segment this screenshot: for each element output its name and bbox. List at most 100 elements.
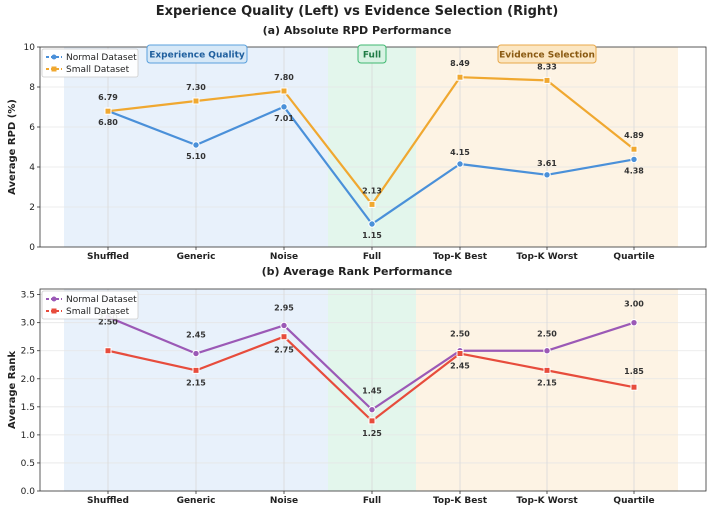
data-point <box>456 350 464 358</box>
data-label: 3.61 <box>537 159 557 168</box>
y-axis-label: Average RPD (%) <box>7 99 18 195</box>
data-label: 4.15 <box>450 148 470 157</box>
data-point <box>543 76 551 84</box>
x-tick-label: Generic <box>177 252 216 262</box>
y-tick-label: 2.0 <box>21 375 36 385</box>
legend-marker <box>51 308 57 314</box>
x-tick-label: Top-K Best <box>433 496 488 506</box>
data-label: 2.45 <box>450 362 470 371</box>
data-point <box>368 200 376 208</box>
x-tick-label: Noise <box>270 496 298 506</box>
data-label: 4.38 <box>624 166 644 175</box>
data-label: 1.45 <box>362 387 382 396</box>
data-label: 1.25 <box>362 429 382 438</box>
y-tick-label: 2 <box>29 203 35 213</box>
legend-box <box>41 290 139 320</box>
panel-rank: (b) Average Rank Performance 0.0 0.5 1.0 1.5… <box>7 265 707 506</box>
y-tick-label: 0.0 <box>21 487 36 497</box>
legend: Normal Dataset Small Dataset <box>41 48 139 78</box>
data-label: 2.15 <box>537 378 557 387</box>
x-tick-label: Generic <box>177 496 216 506</box>
y-tick-label: 6 <box>29 123 35 133</box>
data-label: 4.89 <box>624 131 644 140</box>
region-label-evidence-selection: Evidence Selection <box>497 44 597 64</box>
data-point <box>280 321 288 330</box>
data-point <box>104 347 112 355</box>
panel-title: (b) Average Rank Performance <box>262 265 453 278</box>
region-label-evidence-selection-text: Evidence Selection <box>499 51 595 61</box>
data-label: 2.50 <box>98 318 118 327</box>
data-label: 8.49 <box>450 59 470 68</box>
x-tick-label: Top-K Best <box>433 252 488 262</box>
data-label: 5.10 <box>186 152 206 161</box>
y-tick-label: 1.5 <box>21 403 35 413</box>
data-point <box>543 366 551 374</box>
x-tick-label: Quartile <box>613 496 654 506</box>
region-label-evidence-selection-box <box>497 44 597 64</box>
data-label: 2.15 <box>186 378 206 387</box>
y-tick-label: 3.5 <box>21 291 35 301</box>
y-tick-label: 10 <box>24 43 36 53</box>
data-label: 2.50 <box>450 330 470 339</box>
data-point <box>630 145 638 153</box>
legend-marker <box>51 66 57 72</box>
legend: Normal Dataset Small Dataset <box>41 290 139 320</box>
region-label-experience-quality: Experience Quality <box>146 44 248 64</box>
data-label: 7.80 <box>274 73 294 82</box>
data-point <box>630 155 638 164</box>
data-point <box>456 160 464 168</box>
x-tick-label: Top-K Worst <box>516 496 578 506</box>
data-point <box>368 417 376 425</box>
data-point <box>280 333 288 341</box>
legend-box <box>41 48 139 78</box>
y-tick-label: 8 <box>29 83 35 93</box>
legend-marker <box>51 296 57 302</box>
data-point <box>192 97 200 105</box>
y-axis-label: Average Rank <box>7 351 18 429</box>
x-tick-label: Full <box>363 252 381 262</box>
panel-rpd: (a) Absolute RPD Performance 0 2 4 6 8 10 Avera… <box>7 24 707 262</box>
y-tick-label: 0 <box>29 243 35 253</box>
data-label: 2.50 <box>537 330 557 339</box>
data-label: 1.15 <box>362 231 382 240</box>
data-label: 2.95 <box>274 303 294 312</box>
region-label-full: Full <box>357 44 387 64</box>
data-label: 6.80 <box>98 118 118 127</box>
legend-entry: Normal Dataset <box>66 53 137 63</box>
x-tick-label: Top-K Worst <box>516 252 578 262</box>
data-label: 7.01 <box>274 114 294 123</box>
legend-marker <box>51 54 57 60</box>
data-point <box>104 107 112 115</box>
region-label-full-box <box>357 44 387 64</box>
panel-title: (a) Absolute RPD Performance <box>263 24 452 37</box>
data-point <box>192 349 200 358</box>
data-label: 6.79 <box>98 93 118 102</box>
x-tick-label: Noise <box>270 252 298 262</box>
legend-entry: Normal Dataset <box>66 295 137 305</box>
legend-entry: Small Dataset <box>66 65 130 75</box>
region-label-full-text: Full <box>363 51 381 61</box>
data-label: 3.00 <box>624 300 644 309</box>
y-tick-label: 3.0 <box>21 319 36 329</box>
data-label: 2.45 <box>186 331 206 340</box>
data-point <box>192 141 200 149</box>
region-label-experience-quality-box <box>146 44 248 64</box>
data-point <box>543 347 551 355</box>
data-point <box>192 366 200 374</box>
data-point <box>280 87 288 95</box>
data-label: 2.13 <box>362 186 382 195</box>
data-label: 1.85 <box>624 367 644 376</box>
data-point <box>368 220 376 228</box>
y-tick-label: 2.5 <box>21 347 35 357</box>
data-label: 2.75 <box>274 346 294 355</box>
y-tick-label: 4 <box>29 163 35 173</box>
x-tick-label: Quartile <box>613 252 654 262</box>
plot-frame <box>39 288 707 492</box>
y-tick-label: 1.0 <box>21 431 36 441</box>
data-label: 8.33 <box>537 62 557 71</box>
data-point <box>456 73 464 81</box>
x-tick-label: Full <box>363 496 381 506</box>
region-label-experience-quality-text: Experience Quality <box>149 51 245 61</box>
legend-entry: Small Dataset <box>66 307 130 317</box>
